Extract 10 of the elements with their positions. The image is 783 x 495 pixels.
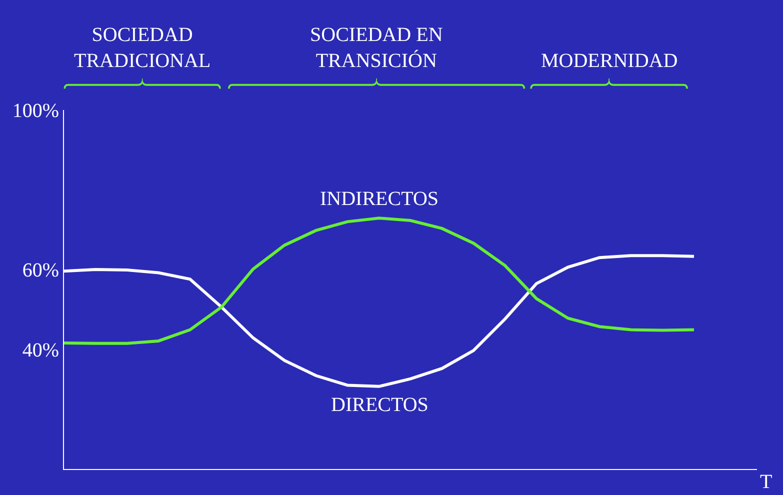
- series-label: DIRECTOS: [331, 394, 428, 416]
- text: SOCIEDAD EN TRANSICIÓN: [310, 24, 443, 72]
- line-series: [64, 216, 696, 345]
- y-tick-label: 40%: [22, 339, 59, 362]
- y-tick-label: 60%: [22, 260, 59, 282]
- series-label: INDIRECTOS: [320, 188, 439, 210]
- x-axis-title: T: [760, 471, 772, 493]
- text: SOCIEDAD TRADICIONAL: [74, 24, 211, 72]
- y-tick-label: 100%: [12, 100, 59, 122]
- text: MODERNIDAD: [541, 50, 678, 72]
